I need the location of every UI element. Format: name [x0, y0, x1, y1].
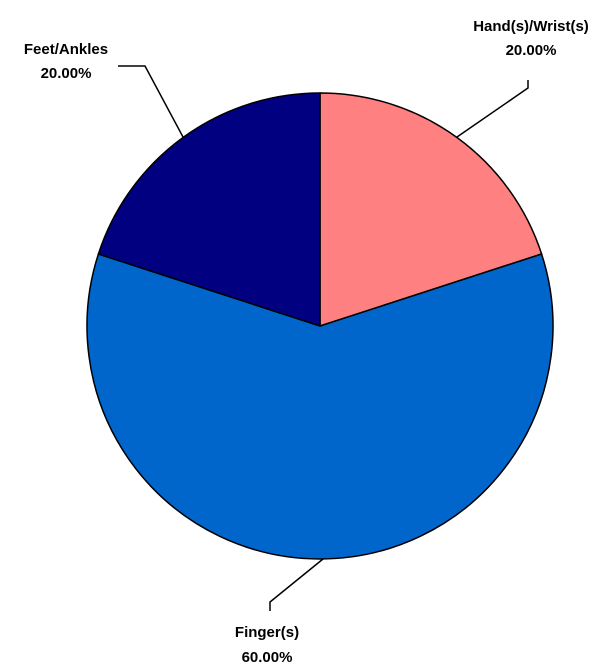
pie-slice-feet-ankles	[97, 92, 321, 328]
slice-label-hand-wrist: Hand(s)/Wrist(s)	[473, 18, 589, 35]
slice-value-hand-wrist: 20.00%	[506, 42, 557, 59]
leader-line-finger	[269, 558, 324, 611]
slice-value-finger: 60.00%	[242, 649, 293, 666]
leader-line-feet-ankles	[118, 65, 184, 138]
pie-slice-hand-s-wrist-s	[319, 92, 543, 328]
leader-line-hand-wrist	[456, 80, 529, 138]
slice-label-finger: Finger(s)	[235, 624, 299, 641]
leader-lines	[118, 65, 529, 611]
pie-slice-finger-s	[86, 253, 554, 560]
slice-value-feet-ankles: 20.00%	[41, 65, 92, 82]
pie-slices	[86, 92, 554, 560]
slice-label-feet-ankles: Feet/Ankles	[24, 41, 108, 58]
